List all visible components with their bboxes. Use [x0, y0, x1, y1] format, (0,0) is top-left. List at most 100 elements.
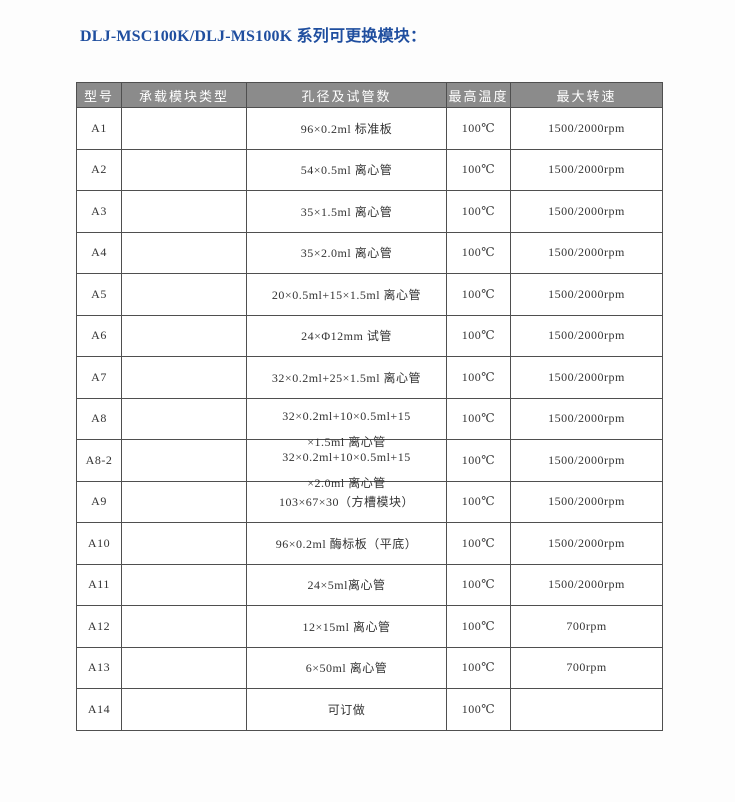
cell-max-temp: 100℃: [446, 522, 511, 565]
cell-tubes: 可订做: [246, 688, 447, 731]
cell-tubes: 103×67×30（方槽模块）: [246, 480, 447, 523]
table-row-a1: A1 96×0.2ml 标准板 100℃ 1500/2000rpm: [76, 107, 663, 150]
cell-max-temp: 100℃: [446, 314, 511, 357]
cell-module-type: [121, 439, 247, 482]
table-header-row: 型号 承载模块类型 孔径及试管数 最高温度 最大转速: [76, 82, 663, 108]
header-model: 型号: [76, 82, 122, 108]
cell-max-speed: 1500/2000rpm: [510, 356, 663, 399]
cell-max-temp: 100℃: [446, 107, 511, 150]
cell-model: A12: [76, 605, 122, 648]
cell-tubes: 20×0.5ml+15×1.5ml 离心管: [246, 273, 447, 316]
cell-tubes: 12×15ml 离心管: [246, 605, 447, 648]
cell-max-speed: 1500/2000rpm: [510, 439, 663, 482]
table-row-a3: A3 35×1.5ml 离心管 100℃ 1500/2000rpm: [76, 190, 663, 233]
cell-module-type: [121, 688, 247, 731]
cell-tubes: 32×0.2ml+10×0.5ml+15 ×2.0ml 离心管: [246, 439, 447, 490]
modules-spec-table: 型号 承载模块类型 孔径及试管数 最高温度 最大转速 A1 96×0.2ml 标…: [76, 82, 663, 731]
cell-max-speed: 1500/2000rpm: [510, 273, 663, 316]
cell-module-type: [121, 231, 247, 274]
cell-model: A8: [76, 397, 122, 440]
table-row-a6: A6 24×Φ12mm 试管 100℃ 1500/2000rpm: [76, 314, 663, 357]
cell-model: A13: [76, 646, 122, 689]
table-row-a2: A2 54×0.5ml 离心管 100℃ 1500/2000rpm: [76, 148, 663, 191]
cell-model: A9: [76, 480, 122, 523]
cell-max-temp: 100℃: [446, 439, 511, 482]
cell-max-speed: 1500/2000rpm: [510, 190, 663, 233]
cell-model: A14: [76, 688, 122, 731]
cell-model: A2: [76, 148, 122, 191]
cell-max-speed: 1500/2000rpm: [510, 522, 663, 565]
table-row-a8-2: A8-2 32×0.2ml+10×0.5ml+15 ×2.0ml 离心管 100…: [76, 439, 663, 490]
cell-max-temp: 100℃: [446, 231, 511, 274]
table-row-a11: A11 24×5ml离心管 100℃ 1500/2000rpm: [76, 563, 663, 606]
cell-tubes: 24×5ml离心管: [246, 563, 447, 606]
cell-model: A4: [76, 231, 122, 274]
cell-model: A3: [76, 190, 122, 233]
cell-tubes: 35×1.5ml 离心管: [246, 190, 447, 233]
cell-max-speed: 1500/2000rpm: [510, 107, 663, 150]
cell-max-speed: 1500/2000rpm: [510, 397, 663, 440]
cell-module-type: [121, 107, 247, 150]
cell-max-temp: 100℃: [446, 480, 511, 523]
cell-tubes: 96×0.2ml 酶标板（平底）: [246, 522, 447, 565]
cell-tubes: 32×0.2ml+10×0.5ml+15 ×1.5ml 离心管: [246, 397, 447, 449]
header-max-temp: 最高温度: [446, 82, 511, 108]
table-row-a12: A12 12×15ml 离心管 100℃ 700rpm: [76, 605, 663, 648]
cell-max-temp: 100℃: [446, 646, 511, 689]
cell-max-temp: 100℃: [446, 356, 511, 399]
cell-module-type: [121, 397, 247, 440]
table-row-a8: A8 32×0.2ml+10×0.5ml+15 ×1.5ml 离心管 100℃ …: [76, 397, 663, 449]
cell-model: A1: [76, 107, 122, 150]
cell-max-temp: 100℃: [446, 397, 511, 440]
cell-module-type: [121, 605, 247, 648]
table-row-a13: A13 6×50ml 离心管 100℃ 700rpm: [76, 646, 663, 689]
cell-max-speed: 1500/2000rpm: [510, 231, 663, 274]
cell-max-speed: 1500/2000rpm: [510, 148, 663, 191]
cell-model: A11: [76, 563, 122, 606]
cell-max-temp: 100℃: [446, 563, 511, 606]
table-row-a5: A5 20×0.5ml+15×1.5ml 离心管 100℃ 1500/2000r…: [76, 273, 663, 316]
tubes-line1: 32×0.2ml+10×0.5ml+15: [282, 408, 411, 423]
cell-max-temp: 100℃: [446, 148, 511, 191]
cell-max-speed: 1500/2000rpm: [510, 480, 663, 523]
cell-module-type: [121, 190, 247, 233]
cell-module-type: [121, 148, 247, 191]
cell-tubes: 96×0.2ml 标准板: [246, 107, 447, 150]
table-row-a7: A7 32×0.2ml+25×1.5ml 离心管 100℃ 1500/2000r…: [76, 356, 663, 399]
cell-tubes: 6×50ml 离心管: [246, 646, 447, 689]
header-tubes: 孔径及试管数: [246, 82, 447, 108]
cell-max-speed: [510, 688, 663, 731]
cell-max-temp: 100℃: [446, 605, 511, 648]
cell-model: A7: [76, 356, 122, 399]
header-max-speed: 最大转速: [510, 82, 663, 108]
cell-tubes: 35×2.0ml 离心管: [246, 231, 447, 274]
page-title: DLJ-MSC100K/DLJ-MS100K 系列可更换模块：: [80, 28, 427, 45]
tubes-line1: 32×0.2ml+10×0.5ml+15: [282, 450, 411, 464]
cell-module-type: [121, 480, 247, 523]
table-row-a4: A4 35×2.0ml 离心管 100℃ 1500/2000rpm: [76, 231, 663, 274]
cell-model: A5: [76, 273, 122, 316]
cell-max-speed: 1500/2000rpm: [510, 563, 663, 606]
cell-max-temp: 100℃: [446, 273, 511, 316]
cell-module-type: [121, 522, 247, 565]
cell-tubes: 54×0.5ml 离心管: [246, 148, 447, 191]
cell-module-type: [121, 563, 247, 606]
cell-module-type: [121, 273, 247, 316]
cell-tubes: 32×0.2ml+25×1.5ml 离心管: [246, 356, 447, 399]
cell-max-speed: 700rpm: [510, 646, 663, 689]
cell-max-temp: 100℃: [446, 190, 511, 233]
cell-max-speed: 700rpm: [510, 605, 663, 648]
cell-model: A10: [76, 522, 122, 565]
table-row-a9: A9 103×67×30（方槽模块） 100℃ 1500/2000rpm: [76, 480, 663, 523]
cell-model: A6: [76, 314, 122, 357]
cell-max-temp: 100℃: [446, 688, 511, 731]
cell-model: A8-2: [76, 439, 122, 482]
header-module-type: 承载模块类型: [121, 82, 247, 108]
cell-module-type: [121, 314, 247, 357]
table-row-a10: A10 96×0.2ml 酶标板（平底） 100℃ 1500/2000rpm: [76, 522, 663, 565]
cell-module-type: [121, 356, 247, 399]
cell-max-speed: 1500/2000rpm: [510, 314, 663, 357]
cell-module-type: [121, 646, 247, 689]
table-row-a14: A14 可订做 100℃: [76, 688, 663, 731]
